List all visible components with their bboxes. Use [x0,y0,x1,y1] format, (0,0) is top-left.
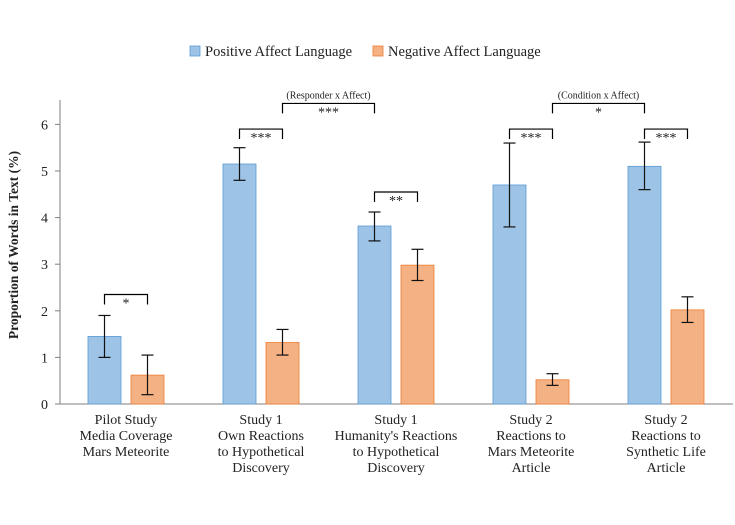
y-tick-label: 3 [41,258,48,273]
error-bar [681,296,694,324]
x-category-line: Media Coverage [80,429,173,444]
x-category-line: Article [647,461,686,476]
y-tick-label: 6 [41,118,48,133]
significance-bracket: *** (Responder x Affect) [281,90,376,120]
x-category-line: Study 2 [509,413,552,428]
error-bar [411,248,424,282]
error-bar [141,354,154,396]
error-bar [368,211,381,242]
significance-label: *** [521,131,542,146]
x-category-line: Discovery [232,461,290,476]
bracket-line [643,128,689,140]
x-category-line: Reactions to [496,429,566,444]
significance-label: ** [389,194,403,209]
y-axis-title: Proportion of Words in Text (%) [6,151,21,339]
error-bar [233,147,246,181]
bar [400,264,435,405]
significance-label: * [595,105,602,120]
legend-swatch [189,45,201,57]
x-category-line: Reactions to [631,429,701,444]
x-category-line: Mars Meteorite [83,445,170,460]
x-category-line: Study 2 [644,413,687,428]
y-tick-label: 4 [41,212,48,227]
legend: Positive Affect Language Negative Affect … [189,44,541,60]
x-category-line: Humanity's Reactions [335,429,458,444]
y-tick-label: 1 [41,351,48,366]
legend-swatch [372,45,384,57]
significance-label: *** [251,131,272,146]
bar [357,225,392,405]
legend-item: Negative Affect Language [372,44,541,60]
x-category-line: Article [512,461,551,476]
bar [222,163,257,405]
bar [627,165,662,405]
significance-bracket: * [103,293,149,311]
significance-bracket: *** [643,128,689,146]
bracket-line [373,191,419,202]
x-category-line: to Hypothetical [218,445,305,460]
x-category-line: Discovery [367,461,425,476]
significance-bracket: *** [238,128,284,146]
y-tick-label: 5 [41,165,48,180]
legend-item: Positive Affect Language [189,44,352,60]
y-tick-label: 0 [41,398,48,413]
interaction-label: (Condition x Affect) [558,90,639,101]
x-category-line: Mars Meteorite [488,445,575,460]
legend-label: Negative Affect Language [388,44,541,60]
bracket-line [508,128,554,140]
significance-bracket: ** [373,191,419,209]
significance-bracket: * (Condition x Affect) [551,90,646,120]
interaction-label: (Responder x Affect) [286,90,370,101]
bracket-line [551,102,646,114]
x-category-line: Pilot Study [95,413,158,428]
y-tick-label: 2 [41,305,48,320]
significance-label: *** [318,105,339,120]
x-category-line: Own Reactions [218,429,304,444]
x-category-line: Study 1 [239,413,282,428]
bracket-line [103,293,149,305]
significance-label: *** [656,131,677,146]
significance-bracket: *** [508,128,554,146]
legend-label: Positive Affect Language [205,44,352,60]
error-bar [98,314,111,358]
bracket-line [281,102,376,114]
x-category-line: Study 1 [374,413,417,428]
bar [670,309,705,405]
error-bar [638,141,651,191]
error-bar [546,373,559,386]
x-category-line: Synthetic Life [626,445,706,460]
bracket-line [238,128,284,140]
x-category-line: to Hypothetical [353,445,440,460]
error-bar [503,142,516,228]
error-bar [276,328,289,356]
significance-label: * [123,296,130,311]
